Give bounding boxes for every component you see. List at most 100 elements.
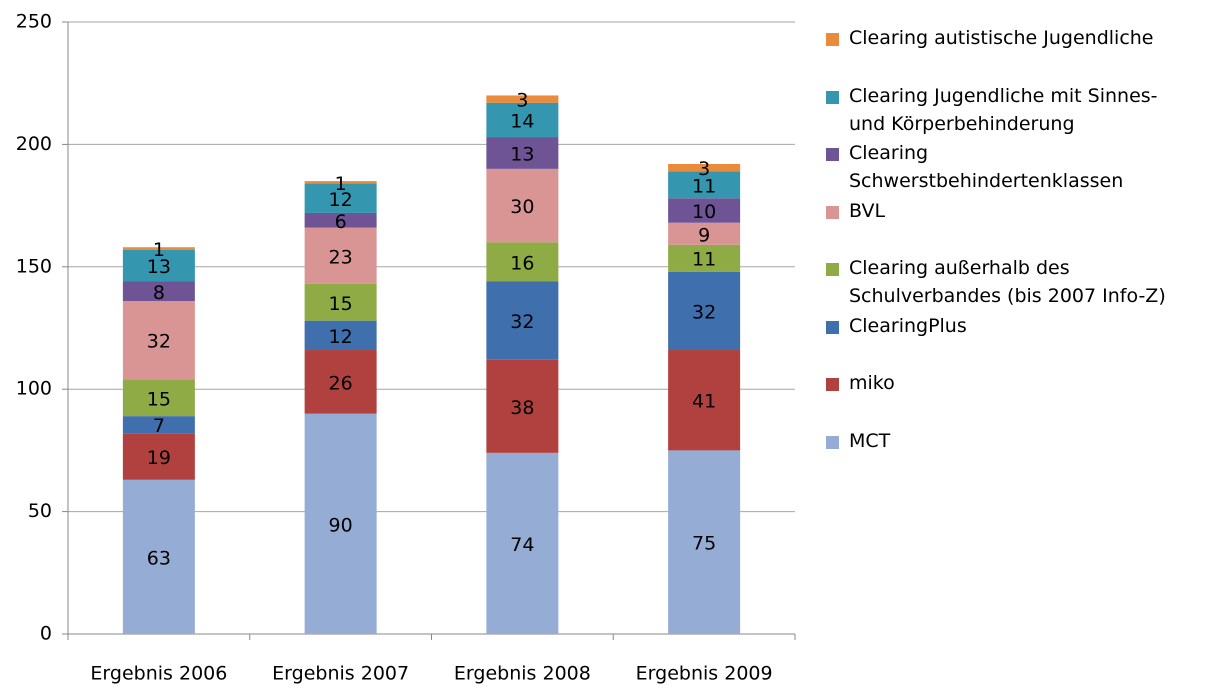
data-label: 32	[147, 331, 171, 353]
bar-segment	[304, 320, 377, 351]
data-label: 1	[153, 239, 165, 261]
y-tick-label: 100	[16, 378, 52, 400]
data-label: 6	[335, 211, 347, 233]
bar-segment	[304, 181, 377, 184]
bar-segment	[122, 301, 195, 380]
bar-segment	[668, 171, 741, 199]
bar-segment	[668, 222, 741, 245]
legend-label: Clearing autistische Jugendliche	[849, 27, 1154, 49]
data-label: 8	[153, 282, 165, 304]
bar-segment	[304, 212, 377, 228]
data-label: 13	[147, 256, 171, 278]
legend-label: miko	[849, 372, 895, 394]
legend-item: miko	[826, 369, 1191, 397]
data-label: 16	[510, 252, 534, 274]
legend-label: Clearing Jugendliche mit Sinnes- und Kör…	[849, 84, 1158, 135]
bar-segment	[304, 183, 377, 213]
bar-segment	[668, 163, 741, 172]
data-label: 32	[692, 301, 716, 323]
data-label: 12	[329, 189, 353, 211]
data-label: 14	[510, 110, 534, 132]
bar-segment	[486, 137, 559, 169]
legend-swatch	[826, 320, 839, 334]
data-label: 7	[153, 415, 165, 437]
y-tick-label: 250	[16, 11, 52, 33]
data-label: 41	[692, 391, 716, 413]
data-label: 3	[698, 158, 710, 180]
legend-swatch	[826, 148, 839, 161]
bar-segment	[668, 450, 741, 634]
legend-swatch	[826, 205, 839, 219]
legend-label: ClearingPlus	[849, 314, 967, 337]
data-label: 90	[329, 514, 353, 536]
data-label: 15	[329, 293, 353, 315]
data-label: 11	[692, 249, 716, 271]
legend-item: Clearing Schwerstbehindertenklassen	[826, 139, 1191, 195]
y-tick-label: 200	[16, 133, 52, 155]
data-label: 32	[510, 311, 534, 333]
x-tick-label: Ergebnis 2006	[90, 663, 227, 685]
legend-item: ClearingPlus	[826, 312, 1191, 340]
bar-segment	[122, 379, 195, 417]
legend-item: Clearing Jugendliche mit Sinnes- und Kör…	[826, 82, 1191, 138]
legend-swatch	[826, 435, 839, 449]
data-label: 12	[329, 326, 353, 348]
bar-segment	[122, 249, 195, 282]
data-label: 30	[510, 196, 534, 218]
bar-segment	[486, 359, 559, 453]
bar-segment	[486, 95, 559, 103]
legend-label: BVL	[849, 199, 886, 222]
data-label: 3	[516, 90, 528, 112]
legend-label: MCT	[849, 429, 891, 452]
bar-segment	[122, 281, 195, 302]
data-label: 10	[692, 201, 716, 223]
bar-segment	[668, 350, 741, 451]
data-label: 63	[147, 547, 171, 569]
x-tick-label: Ergebnis 2007	[272, 663, 409, 685]
bar-segment	[122, 479, 195, 634]
data-label: 1	[335, 173, 347, 195]
bar-segment	[668, 198, 741, 223]
legend-swatch	[826, 90, 839, 104]
legend-item: Clearing autistische Jugendliche	[826, 24, 1191, 52]
bar-segment	[486, 102, 559, 138]
bar-segment	[304, 283, 377, 321]
data-label: 9	[698, 224, 710, 246]
data-label: 23	[329, 246, 353, 268]
bar-segment	[304, 413, 377, 634]
data-label: 11	[692, 175, 716, 197]
data-label: 75	[692, 533, 716, 555]
legend-label: Clearing außerhalb des Schulverbandes (b…	[849, 257, 1166, 307]
legend-swatch	[826, 378, 839, 391]
data-label: 19	[147, 447, 171, 469]
legend-item: BVL	[826, 197, 1191, 225]
data-label: 15	[147, 388, 171, 410]
legend-label: Clearing Schwerstbehindertenklassen	[849, 142, 1124, 192]
bar-segment	[486, 168, 559, 243]
data-label: 74	[510, 534, 534, 556]
y-tick-label: 150	[16, 255, 52, 277]
legend-item: MCT	[826, 427, 1191, 455]
bar-segment	[668, 271, 741, 351]
bar-segment	[668, 244, 741, 272]
bar-segment	[486, 281, 559, 360]
x-tick-label: Ergebnis 2008	[454, 663, 591, 685]
bar-segment	[122, 247, 195, 250]
legend-item: Clearing außerhalb des Schulverbandes (b…	[826, 254, 1191, 310]
bar-segment	[304, 227, 377, 284]
data-label: 13	[510, 143, 534, 165]
data-label: 26	[329, 372, 353, 394]
bar-segment	[304, 350, 377, 414]
legend-swatch	[826, 33, 839, 46]
y-tick-label: 50	[28, 500, 52, 522]
data-label: 38	[510, 397, 534, 419]
legend-swatch	[826, 263, 839, 276]
x-tick-label: Ergebnis 2009	[636, 663, 773, 685]
bar-segment	[122, 416, 195, 434]
y-tick-label: 0	[40, 623, 52, 645]
bar-segment	[122, 433, 195, 480]
bar-segment	[486, 242, 559, 282]
bar-segment	[486, 452, 559, 634]
